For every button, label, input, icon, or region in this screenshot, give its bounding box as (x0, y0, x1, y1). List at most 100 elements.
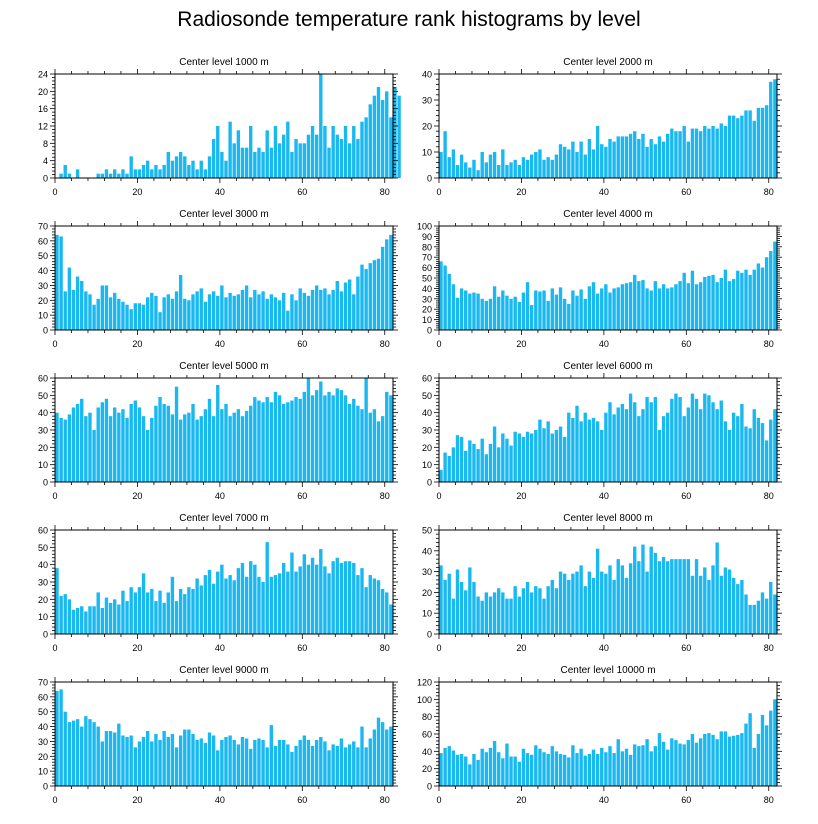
histogram-bar (501, 149, 505, 178)
histogram-bar (104, 285, 109, 330)
histogram-bar (277, 739, 282, 786)
histogram-bar (666, 561, 670, 634)
histogram-bar (273, 745, 278, 786)
histogram-bar (63, 291, 67, 330)
histogram-bar (145, 160, 150, 178)
histogram-bar (674, 284, 678, 330)
histogram-bar (484, 592, 489, 634)
histogram-bar (715, 282, 719, 330)
histogram-bar (364, 378, 368, 482)
x-tick-label: 0 (436, 491, 441, 501)
histogram-bar (731, 115, 736, 178)
histogram-bar (604, 284, 608, 330)
histogram-bar (488, 747, 493, 786)
histogram-bar (744, 426, 748, 482)
histogram-bar (228, 292, 232, 330)
histogram-bar (661, 557, 666, 634)
y-tick-label: 120 (417, 678, 432, 688)
histogram-bar (282, 562, 286, 634)
histogram-bar (364, 269, 368, 330)
histogram-bar (550, 159, 554, 178)
histogram-bar (773, 699, 777, 786)
histogram-bar (674, 393, 678, 482)
panel-title: Center level 7000 m (179, 513, 269, 524)
histogram-bar (282, 134, 286, 178)
histogram-bar (269, 402, 274, 482)
histogram-bar (232, 412, 236, 482)
histogram-bar (203, 409, 208, 482)
x-tick-label: 0 (52, 491, 57, 501)
histogram-bar (657, 733, 662, 786)
histogram-bar (723, 269, 728, 330)
histogram-bar (645, 288, 649, 330)
histogram-bar (711, 274, 715, 330)
histogram-bar (88, 719, 92, 786)
histogram-bar (162, 602, 166, 634)
histogram-bar (261, 739, 265, 786)
histogram-bar (117, 412, 121, 482)
histogram-bar (385, 239, 389, 330)
histogram-bar (694, 398, 699, 482)
histogram-bar (310, 395, 315, 482)
histogram-bar (253, 397, 257, 482)
histogram-bar (558, 571, 563, 634)
histogram-bar (595, 548, 600, 634)
x-tick-label: 40 (215, 339, 225, 349)
x-tick-label: 40 (215, 491, 225, 501)
histogram-bar (331, 289, 335, 330)
histogram-bar (616, 287, 620, 330)
histogram-bar (67, 599, 72, 634)
histogram-bar (125, 173, 129, 178)
y-tick-label: 50 (38, 707, 48, 717)
histogram-bar (343, 395, 348, 482)
y-tick-label: 10 (422, 315, 432, 325)
histogram-bar (273, 297, 278, 330)
histogram-bar (719, 278, 723, 330)
histogram-bar (372, 95, 377, 178)
histogram-bar (319, 549, 323, 634)
histogram-bar (727, 281, 732, 330)
x-tick-label: 60 (297, 339, 307, 349)
histogram-bar (108, 602, 113, 634)
histogram-bar (525, 159, 530, 178)
histogram-bar (468, 293, 472, 330)
histogram-bar (451, 750, 456, 786)
histogram-bar (240, 289, 245, 330)
histogram-bar (447, 456, 451, 482)
y-tick-label: 10 (38, 311, 48, 321)
histogram-bar (661, 284, 666, 330)
histogram-bar (769, 81, 773, 178)
histogram-bar (356, 139, 360, 178)
histogram-bar (694, 559, 699, 634)
histogram-bar (476, 293, 480, 330)
histogram-bar (232, 580, 236, 634)
histogram-bar (670, 287, 674, 330)
histogram-bar (550, 579, 554, 634)
x-tick-label: 20 (132, 339, 142, 349)
histogram-bar (620, 404, 625, 482)
y-tick-label: 0 (43, 174, 48, 184)
histogram-bar (162, 731, 166, 786)
x-tick-label: 80 (764, 643, 774, 653)
histogram-bar (509, 756, 513, 786)
histogram-bar (162, 404, 166, 482)
x-tick-label: 80 (764, 187, 774, 197)
histogram-panel-3: Center level 3000 m 0 10 20 30 40 50 60 70 0 20 40 6… (38, 209, 398, 349)
histogram-bar (686, 283, 690, 330)
histogram-bar (587, 571, 592, 634)
histogram-bar (538, 748, 542, 786)
histogram-bar (207, 569, 212, 634)
histogram-bar (71, 720, 76, 786)
histogram-bar (154, 405, 158, 482)
histogram-bar (113, 407, 117, 482)
histogram-bar (645, 571, 649, 634)
y-tick-label: 30 (38, 426, 48, 436)
histogram-bar (497, 447, 501, 482)
y-tick-label: 0 (427, 478, 432, 488)
histogram-bar (352, 562, 356, 634)
histogram-bar (133, 592, 137, 634)
histogram-bar (380, 246, 385, 330)
histogram-bar (628, 133, 633, 178)
histogram-bar (385, 729, 389, 786)
x-tick-label: 60 (681, 643, 691, 653)
